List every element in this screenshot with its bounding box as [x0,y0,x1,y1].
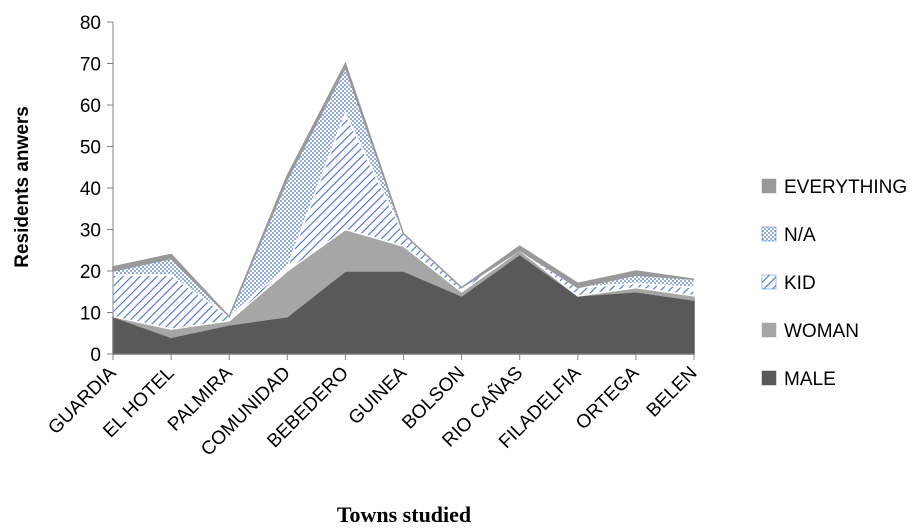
legend-label-woman: WOMAN [784,321,859,342]
legend-swatch-n-a [761,226,777,242]
y-tick-label: 30 [80,221,101,242]
x-tick-label: ORTEGA [572,362,644,434]
legend: EVERYTHING N/A KID WOMAN MALE [761,177,907,390]
y-tick-label: 20 [80,262,101,283]
legend-label-kid: KID [784,273,816,294]
y-tick-label: 80 [80,13,101,34]
y-tick-label: 60 [80,96,101,117]
x-tick-label: BELEN [643,363,702,422]
legend-label-male: MALE [784,369,836,390]
area-everything [112,61,695,318]
y-tick-label: 10 [80,304,101,325]
y-tick-labels: 0 10 20 30 40 50 60 70 80 [80,13,101,366]
x-axis-label: Towns studied [337,502,471,527]
y-axis-label: Residents anwers [12,106,33,268]
y-tick-label: 70 [80,55,101,76]
legend-swatch-kid [761,274,777,290]
y-tick-label: 50 [80,138,101,159]
axes [107,21,695,360]
legend-label-everything: EVERYTHING [784,177,907,198]
y-tick-label: 40 [80,179,101,200]
legend-label-n-a: N/A [784,225,816,246]
legend-swatch-woman [761,322,777,338]
legend-swatch-male [761,370,777,386]
y-tick-label: 0 [90,345,101,366]
legend-swatch-everything [761,178,777,194]
series-areas [112,61,695,355]
